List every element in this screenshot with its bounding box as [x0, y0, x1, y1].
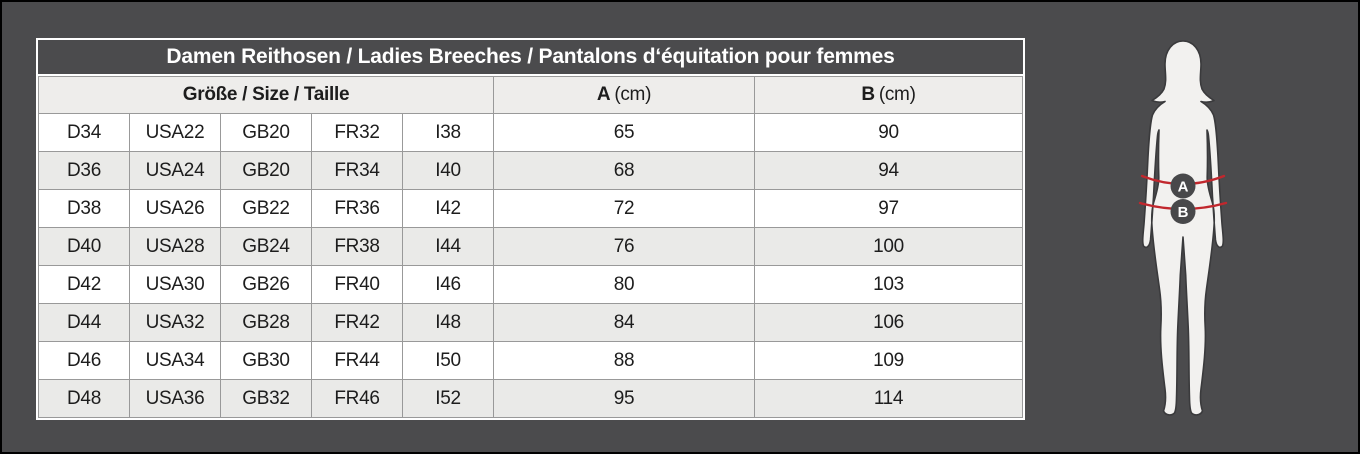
table-row: D44 USA32 GB28 FR42 I48 84 106 — [38, 303, 1023, 342]
size-i-cell: I42 — [401, 189, 495, 228]
table-title: Damen Reithosen / Ladies Breeches / Pant… — [38, 40, 1023, 76]
size-i-cell: I50 — [401, 341, 495, 380]
measure-a-cell: 95 — [493, 379, 756, 418]
measure-b-cell: 100 — [754, 227, 1023, 266]
measure-a-cell: 88 — [493, 341, 756, 380]
size-usa-cell: USA36 — [129, 379, 221, 418]
size-table-container: Damen Reithosen / Ladies Breeches / Pant… — [36, 38, 1025, 420]
size-usa-cell: USA32 — [129, 303, 221, 342]
col-a-header: A (cm) — [493, 76, 756, 114]
size-i-cell: I52 — [401, 379, 495, 418]
woman-silhouette-figure: A B — [1138, 40, 1228, 416]
size-gb-cell: GB22 — [220, 189, 312, 228]
size-d-cell: D36 — [38, 151, 130, 190]
table-row: D46 USA34 GB30 FR44 I50 88 109 — [38, 341, 1023, 380]
measure-b-cell: 97 — [754, 189, 1023, 228]
size-fr-cell: FR32 — [311, 113, 403, 152]
col-a-label: A — [596, 84, 611, 105]
measure-a-cell: 72 — [493, 189, 756, 228]
badge-b: B — [1170, 199, 1196, 224]
size-i-cell: I38 — [401, 113, 495, 152]
size-d-cell: D48 — [38, 379, 130, 418]
size-table-body: D34 USA22 GB20 FR32 I38 65 90 D36 USA24 GB20 FR34 I… — [38, 113, 1023, 418]
size-i-cell: I44 — [401, 227, 495, 266]
size-gb-cell: GB28 — [220, 303, 312, 342]
measure-b-cell: 114 — [754, 379, 1023, 418]
size-i-cell: I40 — [401, 151, 495, 190]
size-d-cell: D42 — [38, 265, 130, 304]
col-b-header: B (cm) — [754, 76, 1023, 114]
size-header-cell: Größe / Size / Taille — [37, 76, 495, 114]
size-usa-cell: USA22 — [129, 113, 221, 152]
size-gb-cell: GB20 — [220, 151, 312, 190]
badge-a: A — [1170, 173, 1196, 199]
size-fr-cell: FR40 — [311, 265, 403, 304]
size-d-cell: D34 — [38, 113, 130, 152]
size-gb-cell: GB20 — [220, 113, 312, 152]
size-gb-cell: GB30 — [220, 341, 312, 380]
measurement-figure: A B — [1133, 39, 1233, 419]
size-table: Größe / Size / Taille A (cm) B (cm) D34 USA… — [37, 76, 1023, 418]
size-fr-cell: FR38 — [311, 227, 403, 266]
badge-a-label: A — [1178, 179, 1189, 196]
measure-b-cell: 90 — [754, 113, 1023, 152]
table-row: D38 USA26 GB22 FR36 I42 72 97 — [38, 189, 1023, 228]
size-usa-cell: USA24 — [129, 151, 221, 190]
header-row: Größe / Size / Taille A (cm) B (cm) — [37, 76, 1023, 114]
measure-b-cell: 94 — [754, 151, 1023, 190]
measure-b-cell: 103 — [754, 265, 1023, 304]
table-row: D48 USA36 GB32 FR46 I52 95 114 — [38, 379, 1023, 418]
size-usa-cell: USA28 — [129, 227, 221, 266]
measure-a-cell: 65 — [493, 113, 756, 152]
size-d-cell: D38 — [38, 189, 130, 228]
size-i-cell: I48 — [401, 303, 495, 342]
size-i-cell: I46 — [401, 265, 495, 304]
measure-a-cell: 76 — [493, 227, 756, 266]
table-row: D36 USA24 GB20 FR34 I40 68 94 — [38, 151, 1023, 190]
size-fr-cell: FR42 — [311, 303, 403, 342]
size-usa-cell: USA34 — [129, 341, 221, 380]
size-d-cell: D40 — [38, 227, 130, 266]
size-fr-cell: FR34 — [311, 151, 403, 190]
measure-b-cell: 106 — [754, 303, 1023, 342]
measure-a-cell: 84 — [493, 303, 756, 342]
size-gb-cell: GB26 — [220, 265, 312, 304]
table-row: D34 USA22 GB20 FR32 I38 65 90 — [38, 113, 1023, 152]
measure-a-cell: 80 — [493, 265, 756, 304]
table-row: D40 USA28 GB24 FR38 I44 76 100 — [38, 227, 1023, 266]
measure-a-cell: 68 — [493, 151, 756, 190]
col-b-unit: (cm) — [878, 84, 916, 105]
woman-silhouette — [1141, 40, 1225, 416]
measure-b-cell: 109 — [754, 341, 1023, 380]
col-b-label: B — [861, 84, 875, 105]
table-row: D42 USA30 GB26 FR40 I46 80 103 — [38, 265, 1023, 304]
size-gb-cell: GB32 — [220, 379, 312, 418]
size-d-cell: D44 — [38, 303, 130, 342]
size-fr-cell: FR36 — [311, 189, 403, 228]
size-gb-cell: GB24 — [220, 227, 312, 266]
size-usa-cell: USA26 — [129, 189, 221, 228]
col-a-unit: (cm) — [614, 84, 652, 105]
size-usa-cell: USA30 — [129, 265, 221, 304]
badge-b-label: B — [1178, 204, 1189, 221]
size-d-cell: D46 — [38, 341, 130, 380]
size-fr-cell: FR44 — [311, 341, 403, 380]
size-fr-cell: FR46 — [311, 379, 403, 418]
